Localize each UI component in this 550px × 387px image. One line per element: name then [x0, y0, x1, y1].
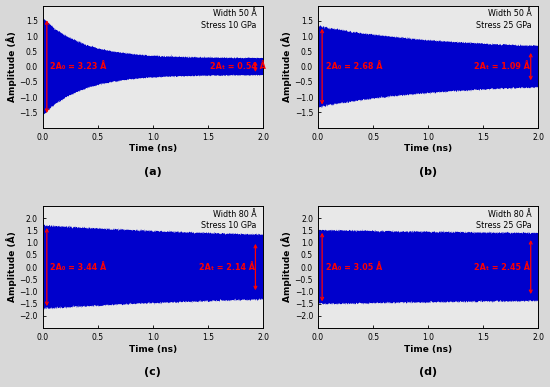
Text: Width 50 Å
Stress 25 GPa: Width 50 Å Stress 25 GPa	[476, 9, 532, 30]
Y-axis label: Amplitude (Å): Amplitude (Å)	[281, 31, 292, 102]
Text: 2A₀ = 2.68 Å: 2A₀ = 2.68 Å	[326, 62, 382, 71]
Text: 2Aₜ = 0.54 Å: 2Aₜ = 0.54 Å	[210, 62, 266, 71]
X-axis label: Time (ns): Time (ns)	[404, 345, 452, 354]
Y-axis label: Amplitude (Å): Amplitude (Å)	[281, 232, 292, 302]
Y-axis label: Amplitude (Å): Amplitude (Å)	[6, 31, 16, 102]
X-axis label: Time (ns): Time (ns)	[129, 144, 177, 153]
X-axis label: Time (ns): Time (ns)	[129, 345, 177, 354]
X-axis label: Time (ns): Time (ns)	[404, 144, 452, 153]
Text: Width 80 Å
Stress 25 GPa: Width 80 Å Stress 25 GPa	[476, 210, 532, 231]
Text: 2A₀ = 3.05 Å: 2A₀ = 3.05 Å	[326, 262, 382, 272]
Text: 2Aₜ = 1.09 Å: 2Aₜ = 1.09 Å	[475, 62, 530, 71]
Text: 2Aₜ = 2.14 Å: 2Aₜ = 2.14 Å	[199, 262, 255, 272]
Text: 2Aₜ = 2.45 Å: 2Aₜ = 2.45 Å	[475, 262, 531, 272]
Text: 2A₀ = 3.44 Å: 2A₀ = 3.44 Å	[51, 262, 107, 272]
Text: Width 50 Å
Stress 10 GPa: Width 50 Å Stress 10 GPa	[201, 9, 256, 30]
Text: (c): (c)	[145, 367, 161, 377]
Text: (a): (a)	[144, 167, 162, 177]
Text: (d): (d)	[419, 367, 437, 377]
Y-axis label: Amplitude (Å): Amplitude (Å)	[6, 232, 16, 302]
Text: 2A₀ = 3.23 Å: 2A₀ = 3.23 Å	[51, 62, 107, 71]
Text: (b): (b)	[419, 167, 437, 177]
Text: Width 80 Å
Stress 10 GPa: Width 80 Å Stress 10 GPa	[201, 210, 256, 231]
